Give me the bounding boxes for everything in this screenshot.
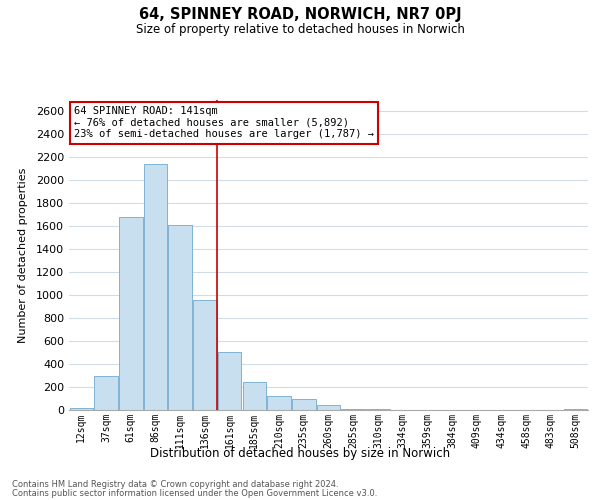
Bar	[144, 164, 167, 410]
Bar	[94, 376, 118, 410]
Bar	[169, 225, 192, 410]
Y-axis label: Number of detached properties: Number of detached properties	[17, 168, 28, 342]
Text: Contains HM Land Registry data © Crown copyright and database right 2024.: Contains HM Land Registry data © Crown c…	[12, 480, 338, 489]
Text: Contains public sector information licensed under the Open Government Licence v3: Contains public sector information licen…	[12, 489, 377, 498]
Text: 64 SPINNEY ROAD: 141sqm
← 76% of detached houses are smaller (5,892)
23% of semi: 64 SPINNEY ROAD: 141sqm ← 76% of detache…	[74, 106, 374, 140]
Bar	[242, 382, 266, 410]
Bar	[268, 396, 291, 410]
Bar	[292, 399, 316, 410]
Bar	[317, 406, 340, 410]
Bar	[70, 408, 93, 410]
Text: Distribution of detached houses by size in Norwich: Distribution of detached houses by size …	[150, 448, 450, 460]
Bar	[193, 300, 217, 410]
Bar	[218, 352, 241, 410]
Text: Size of property relative to detached houses in Norwich: Size of property relative to detached ho…	[136, 22, 464, 36]
Text: 64, SPINNEY ROAD, NORWICH, NR7 0PJ: 64, SPINNEY ROAD, NORWICH, NR7 0PJ	[139, 8, 461, 22]
Bar	[119, 217, 143, 410]
Bar	[564, 409, 587, 410]
Bar	[341, 409, 365, 410]
